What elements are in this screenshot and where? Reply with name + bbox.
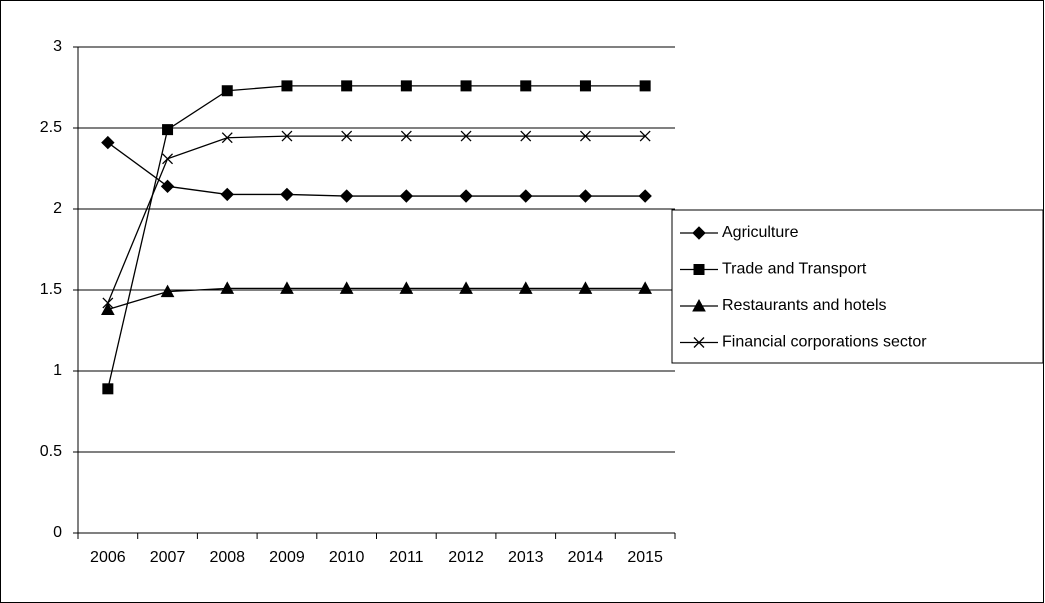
data-point: [339, 189, 354, 203]
data-point: [639, 80, 651, 92]
data-point: [520, 130, 532, 142]
data-point: [221, 132, 233, 144]
y-tick-label: 2.5: [40, 119, 62, 136]
y-tick-label: 3: [53, 38, 62, 55]
data-point: [519, 189, 533, 203]
x-tick-label: 2011: [389, 549, 424, 566]
data-point: [639, 130, 651, 142]
data-point: [160, 179, 175, 194]
x-tick-label: 2015: [627, 549, 663, 566]
x-tick-label: 2012: [448, 549, 484, 566]
data-point: [638, 189, 652, 203]
data-point: [339, 281, 354, 294]
data-point: [459, 281, 473, 294]
legend-label: Financial corporations sector: [722, 334, 927, 351]
data-point: [638, 281, 652, 294]
data-point: [162, 153, 174, 165]
legend-marker: [693, 337, 705, 348]
legend-label: Agriculture: [722, 224, 799, 241]
data-point: [579, 130, 591, 142]
legend-marker: [692, 226, 706, 240]
series-line: [107, 135, 646, 304]
x-tick-label: 2008: [209, 549, 245, 566]
data-point: [280, 281, 294, 294]
data-point: [460, 80, 472, 92]
data-point: [101, 302, 115, 315]
data-point: [399, 189, 414, 203]
data-point: [101, 135, 115, 150]
legend-marker: [692, 298, 706, 312]
y-tick-label: 2: [53, 200, 62, 217]
data-point: [520, 80, 532, 92]
data-point: [579, 80, 591, 92]
data-point: [400, 80, 412, 92]
data-point: [578, 189, 593, 203]
y-tick-label: 1: [53, 362, 62, 379]
x-tick-label: 2007: [150, 549, 186, 566]
y-tick-label: 1.5: [40, 281, 62, 298]
data-point: [102, 297, 114, 309]
legend-marker: [693, 264, 705, 275]
data-point: [399, 281, 414, 294]
series-line: [107, 142, 646, 197]
data-point: [162, 124, 174, 136]
data-point: [220, 281, 235, 294]
x-tick-label: 2009: [269, 549, 305, 566]
series-line: [107, 85, 646, 389]
legend-label: Trade and Transport: [722, 261, 867, 278]
data-point: [400, 130, 412, 142]
data-point: [102, 383, 114, 395]
legend-box: [671, 209, 1044, 364]
data-point: [221, 85, 233, 97]
data-point: [460, 130, 472, 142]
data-point: [518, 281, 533, 294]
data-point: [280, 187, 294, 202]
x-tick-label: 2006: [90, 549, 126, 566]
y-tick-label: 0: [53, 524, 62, 541]
series-line: [107, 287, 646, 311]
data-point: [459, 189, 473, 203]
y-tick-label: 0.5: [40, 443, 62, 460]
data-point: [341, 80, 353, 92]
x-tick-label: 2014: [568, 549, 604, 566]
data-point: [578, 281, 593, 294]
data-point: [281, 130, 293, 142]
legend-label: Restaurants and hotels: [722, 297, 887, 314]
data-point: [220, 187, 234, 202]
data-point: [341, 130, 353, 142]
data-point: [160, 284, 175, 298]
x-tick-label: 2013: [508, 549, 544, 566]
data-point: [281, 80, 293, 92]
x-tick-label: 2010: [329, 549, 365, 566]
